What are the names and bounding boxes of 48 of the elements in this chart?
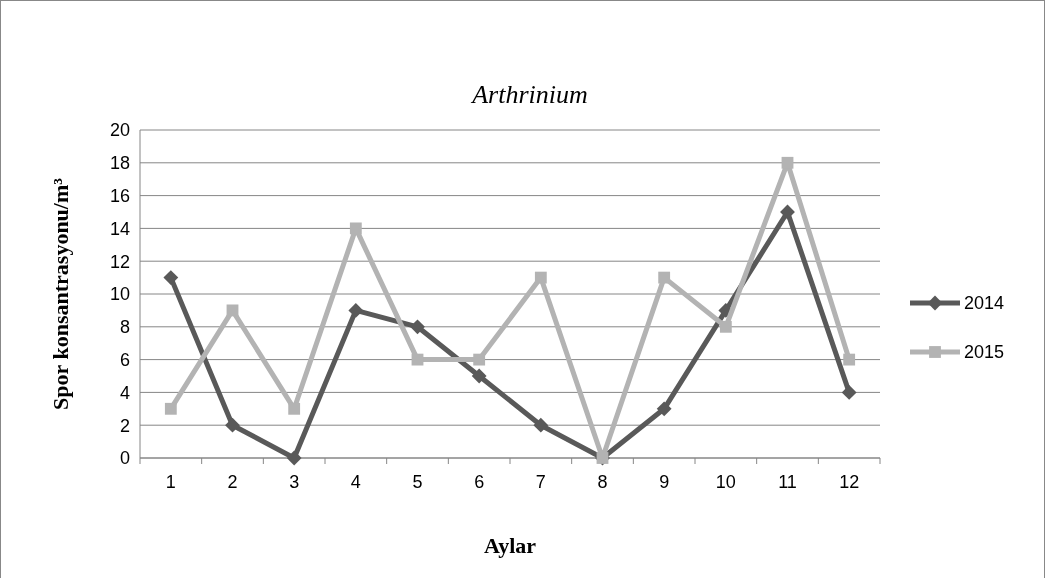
y-tick-label: 14 — [109, 218, 130, 239]
point — [348, 302, 364, 318]
point — [349, 222, 362, 235]
y-axis-title: Spor konsantrasyonu/m³ — [48, 177, 73, 410]
point — [288, 402, 301, 415]
point — [841, 384, 857, 400]
x-tick-label: 9 — [659, 472, 670, 492]
point — [534, 271, 547, 284]
chart-title: Arthrinium — [470, 80, 588, 109]
point — [286, 450, 302, 466]
point — [225, 417, 240, 433]
point — [410, 319, 425, 335]
y-tick-label: 8 — [119, 317, 130, 338]
x-tick-label: 10 — [715, 472, 736, 492]
point — [656, 401, 672, 417]
x-tick-label: 8 — [597, 472, 608, 492]
y-tick-label: 10 — [109, 284, 130, 305]
point — [471, 368, 487, 384]
y-tick-label: 0 — [119, 448, 130, 469]
x-tick-label: 2 — [227, 472, 238, 492]
x-tick-label: 1 — [165, 472, 176, 492]
point — [163, 270, 179, 286]
y-tick-label: 4 — [119, 382, 130, 403]
point — [411, 353, 424, 366]
y-tick-label: 16 — [109, 185, 130, 206]
point — [226, 304, 239, 317]
y-tick-label: 6 — [119, 349, 130, 370]
point — [719, 320, 732, 333]
y-tick-label: 20 — [109, 120, 130, 141]
x-tick-label: 5 — [412, 472, 423, 492]
point — [164, 402, 177, 415]
x-axis-title: Aylar — [483, 533, 537, 558]
point — [843, 353, 856, 366]
point — [658, 271, 671, 284]
legend-label: 2015 — [964, 342, 1005, 363]
x-tick-label: 4 — [350, 472, 361, 492]
x-tick-label: 7 — [535, 472, 546, 492]
point — [473, 353, 486, 366]
x-tick-label: 12 — [839, 472, 860, 492]
x-tick-label: 3 — [289, 472, 300, 492]
legend-label: 2014 — [964, 293, 1005, 314]
x-tick-label: 6 — [474, 472, 485, 492]
x-tick-label: 11 — [778, 472, 797, 492]
y-tick-label: 18 — [109, 153, 130, 174]
point — [781, 156, 794, 169]
point — [533, 417, 549, 433]
y-tick-label: 2 — [119, 415, 130, 436]
y-tick-label: 12 — [109, 251, 130, 272]
